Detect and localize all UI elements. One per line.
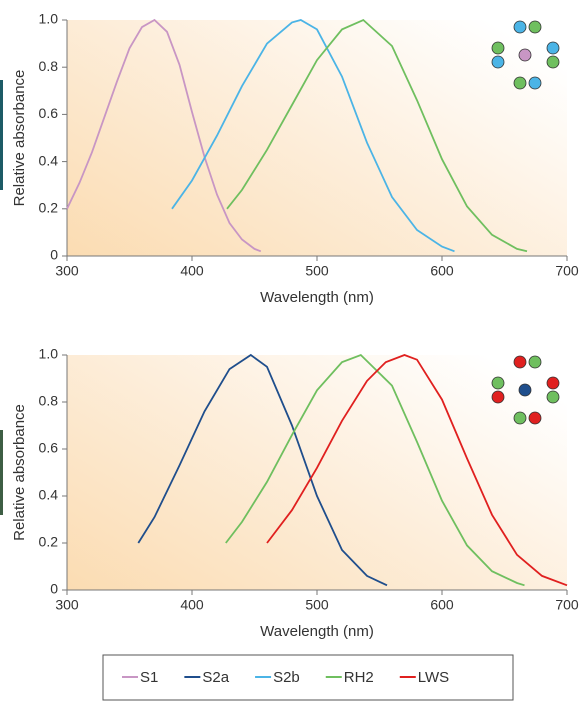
y-tick-label: 0.8: [39, 58, 59, 74]
y-tick-label: 0.2: [39, 200, 59, 216]
x-axis-label: Wavelength (nm): [260, 623, 374, 640]
legend-box: [102, 654, 514, 701]
y-tick-label: 0: [50, 581, 58, 597]
x-tick-label: 500: [305, 263, 329, 279]
legend-label: S2b: [273, 669, 300, 686]
x-tick-label: 400: [180, 263, 204, 279]
pigment-icon: [491, 20, 560, 90]
x-tick-label: 700: [555, 263, 579, 279]
x-tick-label: 600: [430, 263, 454, 279]
plot-background: [67, 355, 567, 590]
y-tick-label: 0.4: [39, 152, 59, 168]
curve: [66, 18, 262, 253]
legend-label: S2a: [202, 669, 229, 686]
legend-label: RH2: [344, 669, 374, 686]
x-tick-label: 600: [430, 597, 454, 613]
curve: [266, 354, 568, 587]
x-tick-label: 300: [55, 597, 79, 613]
y-tick-label: 1.0: [39, 11, 59, 27]
y-tick-label: 0.8: [39, 393, 59, 409]
x-tick-label: 700: [555, 597, 579, 613]
y-axis-label: Relative absorbance: [11, 70, 28, 207]
x-tick-label: 400: [180, 597, 204, 613]
y-tick-label: 0.2: [39, 534, 59, 550]
legend-label: LWS: [418, 669, 449, 686]
y-tick-label: 0.6: [39, 105, 59, 121]
y-tick-label: 0: [50, 247, 58, 263]
x-axis-label: Wavelength (nm): [260, 289, 374, 306]
pigment-icon: [491, 355, 560, 425]
y-tick-label: 1.0: [39, 346, 59, 362]
legend-label: S1: [140, 669, 158, 686]
plot-background: [67, 20, 567, 256]
curve: [137, 353, 388, 587]
curve: [226, 18, 528, 253]
y-axis-label: Relative absorbance: [11, 404, 28, 541]
curve: [171, 19, 455, 253]
y-tick-label: 0.4: [39, 487, 59, 503]
edge-bar: [0, 80, 3, 190]
x-tick-label: 300: [55, 263, 79, 279]
edge-bar: [0, 430, 3, 515]
y-tick-label: 0.6: [39, 440, 59, 456]
x-tick-label: 500: [305, 597, 329, 613]
